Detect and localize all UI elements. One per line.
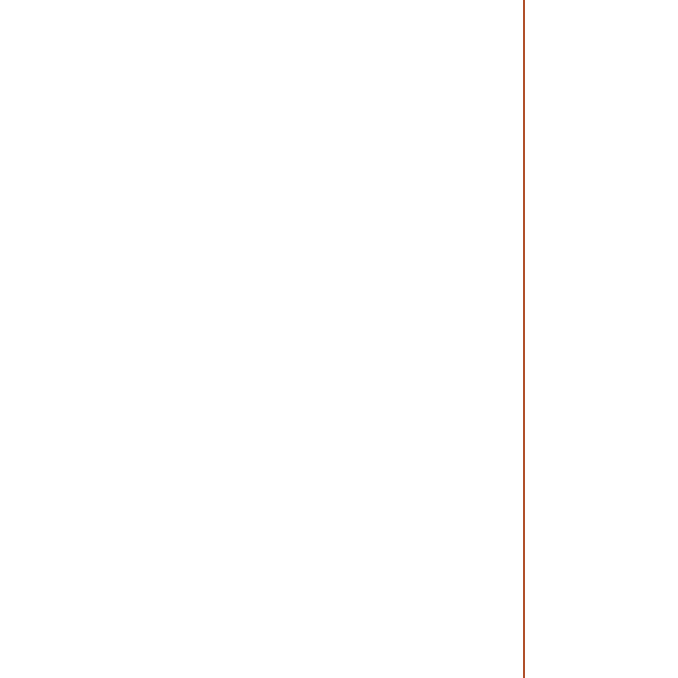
vertical-divider-line [523,0,525,678]
